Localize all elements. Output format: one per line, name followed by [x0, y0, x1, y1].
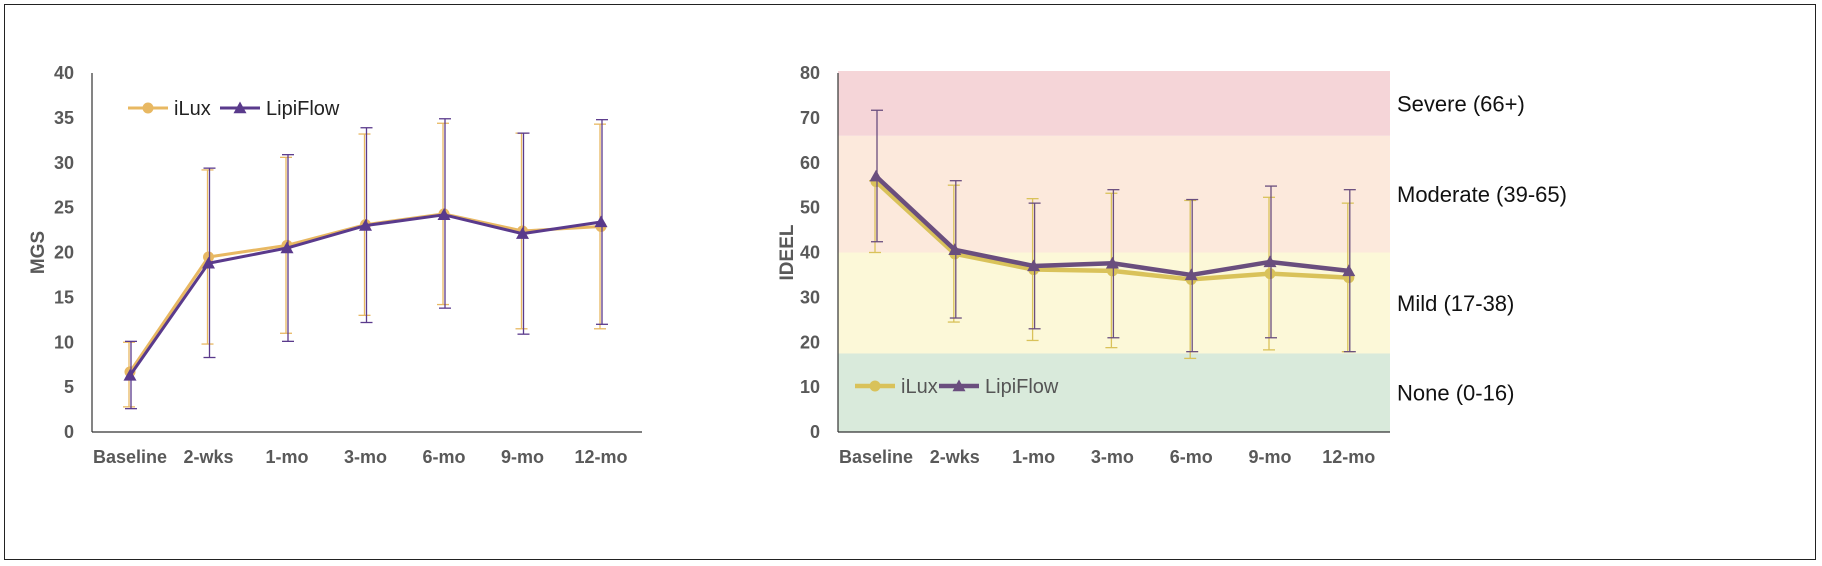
- y-tick-label: 60: [800, 153, 820, 173]
- legend-lipiflow-marker: [952, 379, 966, 392]
- y-tick-label: 30: [54, 153, 74, 173]
- data-point: [1342, 264, 1356, 277]
- data-point: [594, 215, 608, 228]
- y-tick-label: 30: [800, 287, 820, 307]
- severity-band-label: Mild (17-38): [1397, 291, 1514, 316]
- x-tick-label: 1-mo: [265, 447, 308, 467]
- y-tick-label: 10: [54, 332, 74, 352]
- severity-band-0: [838, 71, 1390, 136]
- ideel-band-labels: Severe (66+) Moderate (39-65) Mild (17-38)…: [1397, 91, 1567, 405]
- severity-band-label: None (0-16): [1397, 381, 1514, 406]
- x-tick-label: 3-mo: [344, 447, 387, 467]
- y-tick-label: 0: [810, 422, 820, 442]
- ideel-axes: [837, 73, 1390, 433]
- x-tick-label: 2-wks: [930, 447, 980, 467]
- mgs-axes: [91, 73, 642, 433]
- x-tick-label: 6-mo: [422, 447, 465, 467]
- x-tick-label: 2-wks: [183, 447, 233, 467]
- y-tick-label: 0: [64, 422, 74, 442]
- data-point: [1264, 268, 1276, 280]
- series-lipiflow: [123, 118, 608, 410]
- y-tick-label: 15: [54, 287, 74, 307]
- severity-band-label: Severe (66+): [1397, 91, 1525, 116]
- legend-ilux-marker: [142, 102, 154, 114]
- data-point: [948, 243, 962, 256]
- data-point: [437, 208, 451, 221]
- x-tick-label: 1-mo: [1012, 447, 1055, 467]
- y-tick-label: 80: [800, 63, 820, 83]
- x-tick-label: 3-mo: [1091, 447, 1134, 467]
- x-tick-label: Baseline: [839, 447, 913, 467]
- mgs-x-ticks: Baseline 2-wks 1-mo 3-mo 6-mo 9-mo 12-mo: [93, 447, 628, 467]
- data-point: [1184, 268, 1198, 281]
- x-tick-label: 9-mo: [1248, 447, 1291, 467]
- y-tick-label: 50: [800, 198, 820, 218]
- legend-ilux-marker: [869, 380, 881, 392]
- ideel-y-axis-label: IDEEL: [777, 224, 798, 280]
- severity-band-3: [838, 353, 1390, 432]
- x-tick-label: 12-mo: [574, 447, 627, 467]
- x-tick-label: 6-mo: [1170, 447, 1213, 467]
- data-point: [1105, 256, 1119, 269]
- legend-ilux-label: iLux: [901, 376, 938, 398]
- y-tick-label: 5: [64, 377, 74, 397]
- series-line: [128, 212, 602, 373]
- mgs-y-ticks: 0 5 10 15 20 25 30 35 40: [54, 63, 74, 442]
- y-tick-label: 10: [800, 377, 820, 397]
- y-tick-label: 20: [54, 243, 74, 263]
- data-point: [359, 219, 372, 231]
- ideel-series: [869, 109, 1356, 360]
- y-tick-label: 20: [800, 332, 820, 352]
- legend-lipiflow-label: LipiFlow: [985, 376, 1059, 398]
- mgs-legend: iLux LipiFlow: [128, 98, 340, 120]
- legend-ilux-label: iLux: [174, 98, 211, 120]
- mgs-series: [123, 118, 608, 410]
- x-tick-label: 9-mo: [501, 447, 544, 467]
- x-tick-label: Baseline: [93, 447, 167, 467]
- severity-band-label: Moderate (39-65): [1397, 182, 1567, 207]
- ideel-legend: iLux LipiFlow: [855, 376, 1059, 398]
- legend-lipiflow-marker: [233, 101, 247, 114]
- data-point: [280, 241, 294, 254]
- mgs-chart: 0 5 10 15 20 25 30 35 40 Baseline 2-wks 1-mo 3-mo 6-…: [28, 63, 642, 467]
- data-point: [516, 227, 529, 239]
- y-tick-label: 40: [54, 63, 74, 83]
- data-point: [202, 256, 215, 269]
- series-ilux: [123, 122, 607, 408]
- data-point: [1263, 255, 1277, 268]
- y-tick-label: 70: [800, 108, 820, 128]
- series-line: [128, 213, 602, 377]
- ideel-chart: 0 10 20 30 40 50 60 70 80 Baseline 2-wks 1-mo 3-mo 6…: [777, 63, 1567, 467]
- y-tick-label: 35: [54, 108, 74, 128]
- mgs-y-axis-label: MGS: [28, 231, 49, 274]
- x-tick-label: 12-mo: [1322, 447, 1375, 467]
- ideel-x-ticks: Baseline 2-wks 1-mo 3-mo 6-mo 9-mo 12-mo: [839, 447, 1375, 467]
- data-point: [869, 169, 883, 182]
- series-lipiflow: [869, 109, 1356, 353]
- data-point: [1027, 259, 1041, 272]
- data-point: [123, 368, 137, 381]
- y-tick-label: 25: [54, 198, 74, 218]
- y-tick-label: 40: [800, 243, 820, 263]
- ideel-y-ticks: 0 10 20 30 40 50 60 70 80: [800, 63, 820, 442]
- legend-lipiflow-label: LipiFlow: [266, 98, 340, 120]
